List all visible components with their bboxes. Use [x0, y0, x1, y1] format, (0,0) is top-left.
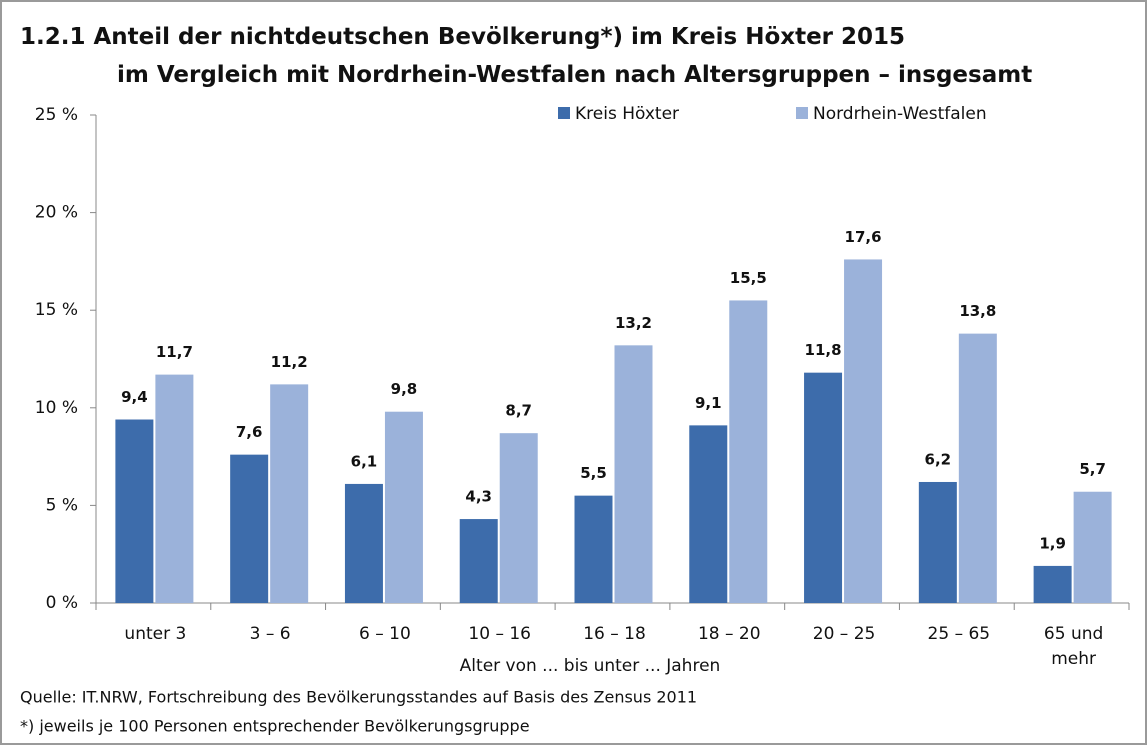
- bar: [115, 419, 154, 603]
- y-tick-label: 10 %: [35, 398, 78, 418]
- y-tick-label: 15 %: [35, 300, 78, 320]
- value-label: 15,5: [730, 269, 767, 287]
- x-tick-label: 20 – 25: [812, 624, 876, 644]
- y-tick-label: 20 %: [35, 203, 78, 223]
- x-tick-label: 16 – 18: [583, 624, 646, 644]
- footnote: *) jeweils je 100 Personen entsprechende…: [20, 717, 530, 736]
- value-label: 11,2: [271, 353, 308, 371]
- bar: [614, 345, 653, 603]
- value-label: 9,1: [695, 394, 722, 412]
- y-tick-label: 0 %: [46, 593, 78, 613]
- legend-swatch: [558, 107, 570, 119]
- value-label: 11,8: [805, 341, 842, 359]
- bar: [689, 425, 728, 603]
- value-label: 4,3: [465, 488, 492, 506]
- value-label: 13,8: [959, 302, 996, 320]
- value-label: 7,6: [236, 423, 263, 441]
- x-tick-label: 10 – 16: [468, 624, 531, 644]
- value-label: 9,4: [121, 388, 148, 406]
- bar: [384, 411, 423, 603]
- bar: [230, 454, 269, 603]
- legend-label: Nordrhein-Westfalen: [813, 104, 987, 124]
- value-label: 6,2: [925, 450, 952, 468]
- x-axis-title: Alter von ... bis unter ... Jahren: [460, 656, 721, 676]
- value-label: 5,7: [1079, 460, 1106, 478]
- value-label: 1,9: [1039, 534, 1066, 552]
- bar: [155, 374, 194, 603]
- value-label: 11,7: [156, 343, 193, 361]
- bar: [729, 300, 768, 603]
- x-tick-label: unter 3: [124, 624, 187, 644]
- source: Quelle: IT.NRW, Fortschreibung des Bevöl…: [20, 688, 697, 707]
- value-label: 9,8: [391, 380, 418, 398]
- chart-title: 1.2.1 Anteil der nichtdeutschen Bevölker…: [20, 24, 905, 50]
- bar: [574, 495, 613, 603]
- y-tick-label: 25 %: [35, 105, 78, 125]
- x-tick-label: 18 – 20: [697, 624, 761, 644]
- bar: [1033, 565, 1072, 603]
- bar: [804, 372, 843, 603]
- bar: [1073, 491, 1112, 603]
- chart-subtitle: im Vergleich mit Nordrhein-Westfalen nac…: [117, 62, 1032, 88]
- bar: [918, 481, 957, 603]
- value-label: 17,6: [845, 228, 882, 246]
- x-tick-label: 3 – 6: [249, 624, 291, 644]
- x-tick-label: 6 – 10: [359, 624, 411, 644]
- bar: [499, 433, 538, 603]
- bar: [459, 519, 498, 603]
- x-tick-label: 65 und mehr: [1043, 624, 1104, 669]
- value-label: 5,5: [580, 464, 607, 482]
- value-label: 13,2: [615, 314, 652, 332]
- x-tick-label: 25 – 65: [927, 624, 991, 644]
- value-label: 6,1: [351, 452, 378, 470]
- bar: [844, 259, 883, 603]
- legend-swatch: [796, 107, 808, 119]
- value-label: 8,7: [505, 402, 532, 420]
- legend-label: Kreis Höxter: [575, 104, 679, 124]
- bar: [270, 384, 309, 603]
- bar: [344, 483, 383, 603]
- bar: [958, 333, 997, 603]
- y-tick-label: 5 %: [46, 495, 78, 515]
